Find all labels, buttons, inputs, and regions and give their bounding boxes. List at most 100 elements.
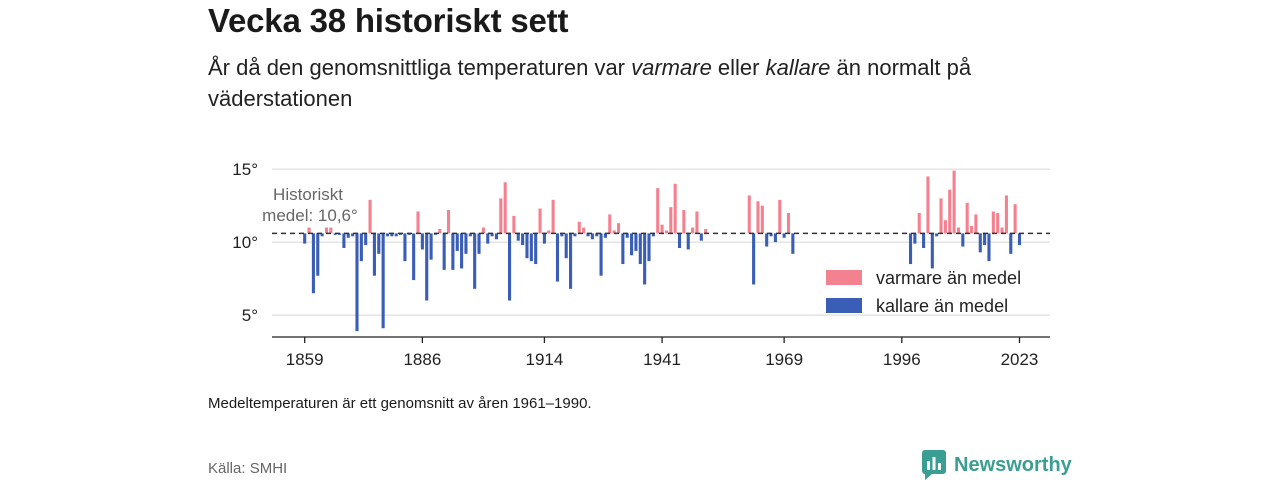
bar-cold — [560, 233, 564, 237]
bar-cold — [1009, 233, 1013, 254]
bar-cold — [355, 233, 359, 332]
bar-warm — [547, 230, 551, 234]
bar-cold — [464, 233, 468, 254]
bar-cold — [425, 233, 429, 301]
bar-cold — [590, 233, 594, 240]
bar-warm — [952, 170, 956, 234]
bar-warm — [760, 205, 764, 234]
bar-cold — [643, 233, 647, 285]
bar-cold — [525, 233, 529, 259]
bar-cold — [468, 233, 472, 237]
bar-cold — [769, 233, 773, 237]
bar-cold — [473, 233, 477, 289]
bar-warm — [996, 212, 1000, 234]
bar-cold — [699, 233, 703, 241]
bar-warm — [695, 211, 699, 234]
bar-cold — [303, 233, 307, 244]
bar-warm — [551, 199, 555, 234]
bar-cold — [442, 233, 446, 270]
subtitle-part2: eller — [711, 55, 766, 80]
bar-cold — [555, 233, 560, 282]
bar-cold — [573, 233, 577, 237]
legend-label-warm: varmare än medel — [876, 268, 1021, 288]
bar-cold — [477, 233, 481, 254]
bar-cold — [372, 233, 376, 276]
bar-cold — [908, 233, 913, 265]
bar-cold — [534, 233, 538, 265]
baseline-label-line2: medel: 10,6° — [262, 206, 358, 225]
brand-name: Newsworthy — [954, 453, 1072, 476]
bar-warm — [956, 227, 961, 234]
bar-warm — [664, 230, 668, 234]
bar-cold — [486, 233, 490, 244]
bar-cold — [412, 233, 416, 281]
bar-warm — [669, 207, 673, 234]
bar-warm — [660, 224, 664, 234]
bar-warm — [673, 183, 677, 234]
bar-cold — [599, 233, 603, 276]
y-gridlines — [272, 168, 1050, 316]
bar-warm — [1013, 204, 1017, 234]
bar-warm — [939, 198, 943, 234]
subtitle-warm-word: varmare — [631, 55, 712, 80]
bar-cold — [773, 233, 777, 243]
bar-cold — [765, 233, 769, 247]
bar-warm — [612, 230, 616, 234]
bar-warm — [616, 223, 621, 234]
bar-warm — [974, 214, 978, 234]
bar-warm — [582, 227, 586, 234]
bar-cold — [603, 233, 607, 238]
bar-cold — [385, 233, 390, 237]
legend: varmare än medel kallare än medel — [826, 268, 1021, 316]
bar-cold — [621, 233, 625, 265]
chart-subtitle: År då den genomsnittliga temperaturen va… — [208, 52, 1028, 114]
bar-cold — [586, 233, 590, 237]
bar-warm — [991, 211, 995, 234]
bar-warm — [499, 198, 503, 234]
bar-warm — [704, 229, 708, 234]
x-tick-label: 1859 — [286, 350, 324, 369]
bar-warm — [503, 182, 507, 234]
y-axis: 5° 10° 15° — [232, 160, 258, 325]
y-tick-label: 5° — [242, 306, 258, 325]
bar-cold — [686, 233, 690, 250]
bar-warm — [948, 189, 952, 234]
bar-warm — [965, 202, 969, 234]
bar-cold — [311, 233, 315, 294]
bar-cold — [1017, 233, 1022, 246]
bar-cold — [782, 233, 786, 238]
bar-warm — [943, 220, 947, 234]
baseline-label-line1: Historiskt — [273, 185, 343, 204]
bar-cold — [394, 233, 398, 237]
bar-cold — [752, 233, 756, 285]
legend-label-cold: kallare än medel — [876, 296, 1008, 316]
x-axis: 1859 1886 1914 1941 1969 1996 2023 — [272, 336, 1050, 369]
bar-warm — [307, 227, 311, 234]
brand: Newsworthy — [922, 450, 1072, 480]
bar-warm — [577, 221, 581, 234]
bar-warm — [329, 227, 333, 234]
x-tick-label: 1996 — [883, 350, 921, 369]
x-tick-label: 1941 — [643, 350, 681, 369]
bar-cold — [377, 233, 381, 254]
bar-cold — [569, 233, 573, 289]
bar-cold — [316, 233, 320, 276]
bar-cold — [935, 233, 939, 237]
bar-cold — [677, 233, 682, 248]
bar-warm — [512, 215, 516, 234]
legend-swatch-warm — [826, 270, 862, 285]
bar-warm — [917, 212, 921, 234]
bar-cold — [625, 233, 629, 238]
bar-warm — [969, 226, 974, 234]
bar-cold — [381, 233, 385, 329]
bar-warm — [538, 208, 542, 234]
x-tick-label: 1914 — [525, 350, 563, 369]
bar-warm — [747, 195, 751, 234]
bar-cold — [595, 233, 599, 237]
bar-warm — [608, 214, 612, 234]
bar-cold — [364, 233, 368, 246]
bar-cold — [922, 233, 926, 248]
bar-cold — [460, 233, 464, 269]
x-tick-label: 1969 — [765, 350, 803, 369]
y-tick-label: 15° — [232, 160, 258, 179]
